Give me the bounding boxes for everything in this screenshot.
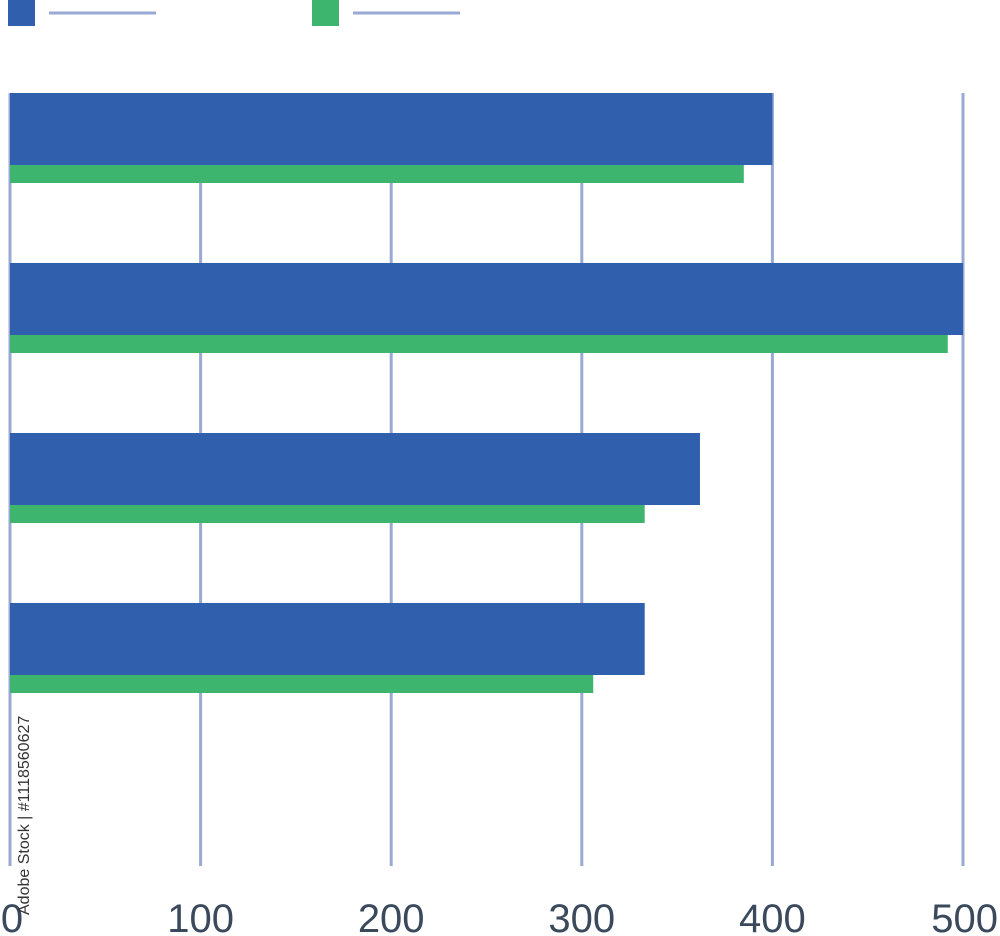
bar-series-2-group-4 (10, 673, 594, 693)
bar-group-2 (10, 263, 963, 353)
x-tick-label-400: 400 (739, 897, 806, 936)
chart-bars (10, 93, 963, 693)
x-tick-label-300: 300 (548, 897, 615, 936)
x-tick-label-0: 0 (1, 897, 23, 936)
bar-series-2-group-3 (10, 503, 645, 523)
x-tick-label-500: 500 (931, 897, 998, 936)
x-tick-label-100: 100 (167, 897, 234, 936)
bar-series-2-group-2 (10, 333, 948, 353)
legend-swatch-1 (8, 0, 35, 26)
bar-group-1 (10, 93, 773, 183)
bar-series-1-group-3 (10, 433, 700, 505)
bar-series-1-group-2 (10, 263, 963, 335)
bar-group-3 (10, 433, 700, 523)
bar-group-4 (10, 603, 645, 693)
bar-series-2-group-1 (10, 163, 744, 183)
x-tick-label-200: 200 (358, 897, 425, 936)
stock-watermark-id: Adobe Stock | #1118560627 (16, 716, 33, 915)
bar-series-1-group-4 (10, 603, 645, 675)
chart-legend (8, 0, 460, 26)
bar-series-1-group-1 (10, 93, 773, 165)
legend-swatch-2 (312, 0, 339, 26)
x-axis-tick-labels: 0 100 200 300 400 500 (1, 897, 998, 936)
